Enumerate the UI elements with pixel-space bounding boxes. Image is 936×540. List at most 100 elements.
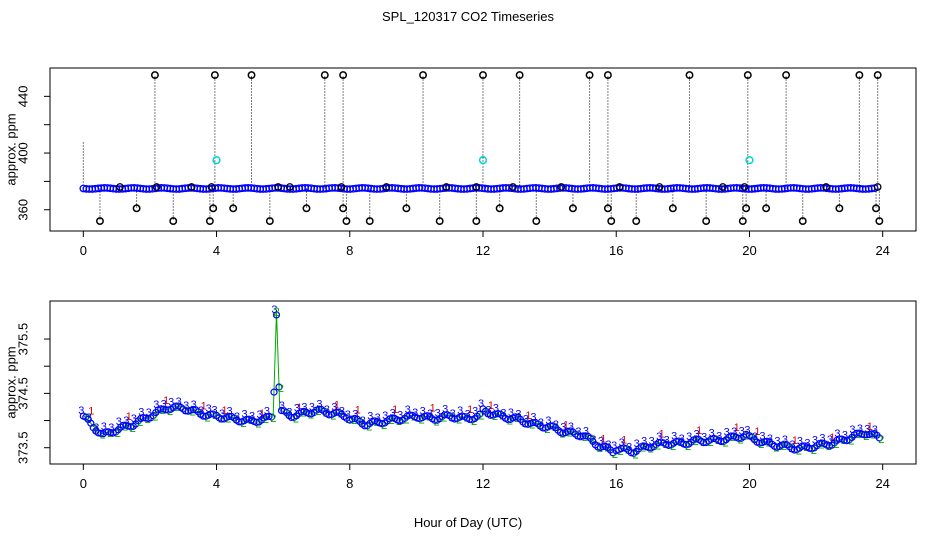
marker-2: 2 bbox=[507, 416, 513, 428]
baseline-black-point bbox=[472, 183, 481, 191]
marker-3: 3 bbox=[472, 405, 478, 417]
marker-3: 3 bbox=[619, 437, 625, 449]
spike-mid-point bbox=[302, 204, 311, 213]
spike-high-point bbox=[782, 71, 791, 80]
spike-low-point bbox=[607, 217, 616, 226]
marker-circle bbox=[199, 412, 207, 420]
spike-low-point bbox=[169, 217, 178, 226]
x-tick-label: 8 bbox=[346, 476, 353, 491]
spike-high-point bbox=[585, 71, 594, 80]
spike-low-point bbox=[702, 217, 711, 226]
x-tick-label: 16 bbox=[609, 243, 623, 258]
baseline-black-point bbox=[509, 183, 517, 191]
marker-3: 3 bbox=[530, 412, 536, 424]
marker-circle bbox=[235, 418, 243, 426]
spike-high-points bbox=[150, 71, 882, 80]
marker-circle bbox=[272, 311, 281, 319]
marker-circle bbox=[441, 411, 449, 419]
marker-circle bbox=[157, 405, 165, 413]
baseline-black-point bbox=[442, 183, 451, 191]
marker-3: 3 bbox=[523, 413, 529, 425]
spike-high-point bbox=[685, 71, 694, 80]
marker-2: 2 bbox=[338, 408, 344, 420]
marker-3: 3 bbox=[819, 433, 825, 445]
spike-mid-points bbox=[132, 204, 880, 213]
marker-3: 3 bbox=[211, 404, 217, 416]
marker-3: 3 bbox=[241, 408, 247, 420]
marker-3: 3 bbox=[583, 425, 589, 437]
spike-low-point bbox=[365, 217, 374, 226]
spike-high-point bbox=[855, 71, 864, 80]
baseline-black-point bbox=[740, 183, 749, 191]
marker-3: 3 bbox=[176, 396, 182, 408]
cyan-point bbox=[478, 155, 488, 165]
marker-2: 2 bbox=[359, 417, 365, 429]
y-tick-label: 440 bbox=[15, 85, 30, 107]
marker-circle bbox=[97, 429, 105, 437]
spike-mid-point bbox=[742, 204, 751, 213]
marker-2: 2 bbox=[92, 424, 98, 436]
marker-1: 1 bbox=[334, 399, 340, 411]
marker-3: 3 bbox=[731, 426, 737, 438]
marker-3: 3 bbox=[568, 421, 574, 433]
y-tick-label: 373.5 bbox=[15, 431, 30, 464]
marker-3: 3 bbox=[294, 402, 300, 414]
marker-circle bbox=[742, 430, 750, 438]
marker-circle bbox=[119, 421, 127, 429]
marker-3: 3 bbox=[219, 408, 225, 420]
panel-top: 0 4 8 12 16 20 24 360 400 440 approx. ppm bbox=[3, 67, 917, 258]
spike-high-point bbox=[210, 71, 219, 80]
marker-circle bbox=[466, 415, 474, 424]
marker-3: 3 bbox=[724, 426, 730, 438]
marker-3: 3 bbox=[206, 403, 212, 415]
baseline-black-points bbox=[116, 183, 882, 191]
marker-1: 1 bbox=[88, 405, 94, 417]
marker-2: 2 bbox=[826, 441, 832, 453]
marker-3: 3 bbox=[626, 442, 632, 454]
x-tick-label: 0 bbox=[80, 243, 87, 258]
spike-mid-point bbox=[402, 204, 411, 213]
spike-high-point bbox=[515, 71, 524, 80]
marker-3: 3 bbox=[116, 416, 122, 428]
baseline-black-point bbox=[337, 183, 346, 191]
spike-high-point bbox=[339, 71, 348, 80]
marker-3: 3 bbox=[716, 431, 722, 443]
marker-2: 2 bbox=[745, 430, 751, 442]
marker-3: 3 bbox=[183, 400, 189, 412]
marker-3: 3 bbox=[752, 431, 758, 443]
spike-mid-point bbox=[209, 204, 218, 213]
marker-2: 2 bbox=[738, 434, 744, 446]
marker-circle bbox=[835, 435, 843, 443]
marker-2: 2 bbox=[751, 433, 757, 445]
marker-2: 2 bbox=[366, 422, 372, 434]
marker-1: 1 bbox=[525, 410, 531, 422]
marker-3: 3 bbox=[590, 434, 596, 446]
spike-mid-point bbox=[132, 204, 141, 213]
y-axis-label: approx. ppm bbox=[3, 346, 18, 418]
marker-3: 3 bbox=[360, 415, 366, 427]
marker-3: 3 bbox=[93, 422, 99, 434]
marker-circle bbox=[529, 418, 537, 427]
marker-circle bbox=[860, 431, 868, 439]
marker-3: 3 bbox=[123, 415, 129, 427]
marker-2: 2 bbox=[293, 413, 299, 425]
marker-1: 1 bbox=[696, 425, 702, 437]
spike-mid-point bbox=[568, 204, 577, 213]
marker-2: 2 bbox=[655, 441, 661, 453]
marker-3: 3 bbox=[271, 304, 277, 316]
marker-3: 3 bbox=[857, 423, 863, 435]
marker-3: 3 bbox=[168, 397, 174, 409]
marker-3: 3 bbox=[842, 430, 848, 442]
baseline-black-point bbox=[873, 183, 882, 191]
marker-3: 3 bbox=[86, 412, 92, 424]
marker-3: 3 bbox=[634, 438, 640, 450]
marker-3: 3 bbox=[412, 407, 418, 419]
marker-circle bbox=[172, 402, 180, 410]
spike-high-point bbox=[419, 71, 427, 80]
spike-low-point bbox=[875, 217, 884, 226]
marker-3: 3 bbox=[478, 398, 484, 410]
marker-2: 2 bbox=[441, 412, 447, 424]
marker-3: 3 bbox=[153, 399, 159, 411]
marker-3: 3 bbox=[804, 437, 810, 449]
